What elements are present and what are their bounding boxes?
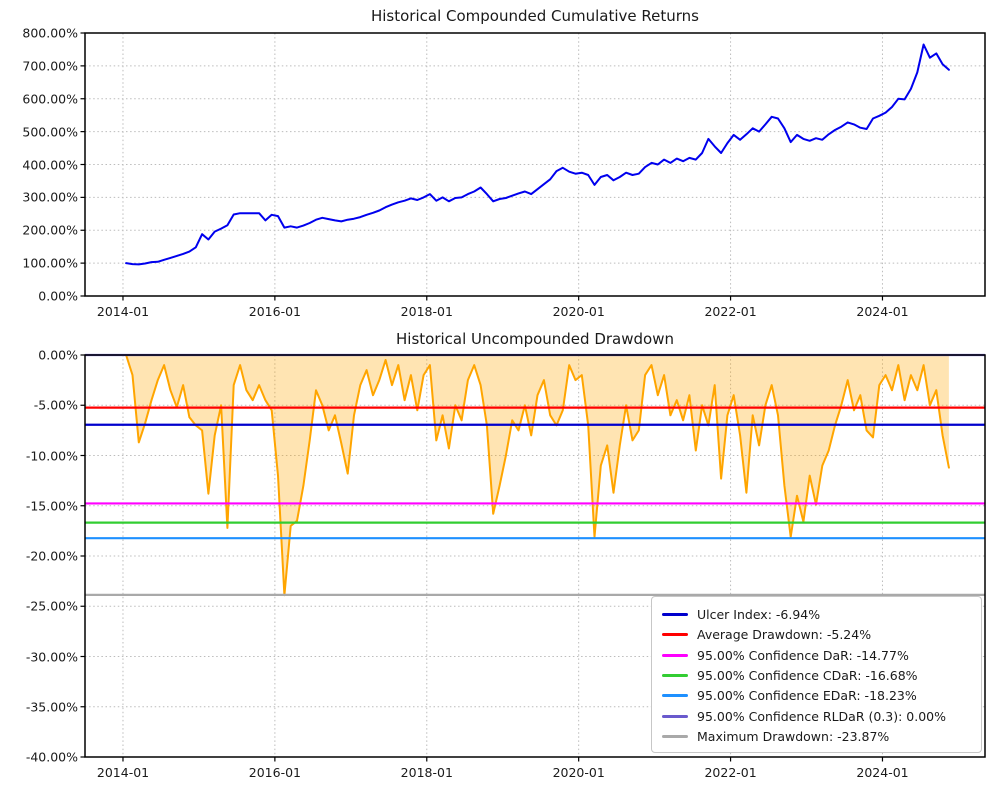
y-tick-label: -10.00%	[25, 448, 78, 463]
y-tick-label: 300.00%	[22, 189, 78, 205]
legend-swatch-ulcer-index	[662, 612, 688, 616]
x-tick-label: 2014-01	[96, 304, 150, 319]
legend-label: 95.00% Confidence RLDaR (0.3): 0.00%	[697, 708, 947, 724]
drawdown-chart-title: Historical Uncompounded Drawdown	[396, 330, 674, 348]
y-tick-label: -30.00%	[25, 649, 78, 664]
legend-label: Ulcer Index: -6.94%	[697, 606, 821, 622]
x-tick-label: 2018-01	[400, 765, 453, 780]
legend-item: 95.00% Confidence RLDaR (0.3): 0.00%	[662, 706, 971, 726]
legend-label: Average Drawdown: -5.24%	[697, 627, 872, 643]
legend-item: 95.00% Confidence CDaR: -16.68%	[662, 665, 971, 685]
y-tick-label: 0.00%	[38, 347, 78, 363]
x-tick-label: 2016-01	[248, 304, 302, 319]
y-tick-label: -40.00%	[25, 749, 78, 765]
y-tick-label: -20.00%	[25, 548, 78, 564]
drawdown-fill	[126, 355, 949, 596]
y-tick-label: 700.00%	[22, 58, 78, 74]
legend-swatch-dar	[662, 653, 688, 657]
legend-label: 95.00% Confidence CDaR: -16.68%	[697, 667, 918, 683]
y-tick-label: 800.00%	[22, 25, 78, 41]
y-tick-label: -5.00%	[33, 397, 78, 413]
plot-border	[84, 32, 986, 297]
returns-line	[125, 43, 950, 266]
x-tick-label: 2022-01	[704, 765, 757, 780]
y-tick-label: 600.00%	[22, 91, 78, 107]
y-tick-label: 200.00%	[22, 222, 78, 238]
y-tick-label: -15.00%	[25, 498, 78, 514]
legend-item: Maximum Drawdown: -23.87%	[662, 727, 971, 747]
legend-label: 95.00% Confidence EDaR: -18.23%	[697, 688, 917, 704]
legend-item: 95.00% Confidence EDaR: -18.23%	[662, 686, 971, 706]
x-tick-label: 2024-01	[856, 304, 909, 319]
x-tick-label: 2016-01	[248, 765, 302, 780]
y-tick-label: 100.00%	[22, 255, 78, 271]
y-tick-label: 500.00%	[22, 124, 78, 140]
drawdown-line	[125, 354, 950, 597]
legend-label: 95.00% Confidence DaR: -14.77%	[697, 647, 909, 663]
legend-swatch-avg-drawdown	[662, 633, 688, 637]
x-tick-label: 2020-01	[552, 765, 605, 780]
cumulative-returns-chart-title: Historical Compounded Cumulative Returns	[370, 7, 699, 25]
drawdown-legend: Ulcer Index: -6.94% Average Drawdown: -5.…	[651, 596, 982, 753]
x-tick-label: 2014-01	[96, 765, 150, 780]
legend-swatch-max-drawdown	[662, 735, 688, 739]
x-tick-label: 2020-01	[552, 304, 605, 319]
legend-label: Maximum Drawdown: -23.87%	[697, 729, 890, 745]
x-tick-label: 2018-01	[400, 304, 453, 319]
legend-item: 95.00% Confidence DaR: -14.77%	[662, 645, 971, 665]
y-tick-label: -25.00%	[25, 598, 78, 614]
x-tick-label: 2024-01	[856, 765, 909, 780]
x-tick-label: 2022-01	[704, 304, 757, 319]
legend-swatch-edar	[662, 694, 688, 698]
y-tick-label: 400.00%	[22, 157, 78, 172]
y-tick-label: 0.00%	[38, 288, 78, 304]
y-tick-label: -35.00%	[25, 699, 78, 715]
legend-item: Ulcer Index: -6.94%	[662, 604, 971, 624]
legend-item: Average Drawdown: -5.24%	[662, 625, 971, 645]
legend-swatch-cdar	[662, 673, 688, 677]
legend-swatch-rldar	[662, 714, 688, 718]
